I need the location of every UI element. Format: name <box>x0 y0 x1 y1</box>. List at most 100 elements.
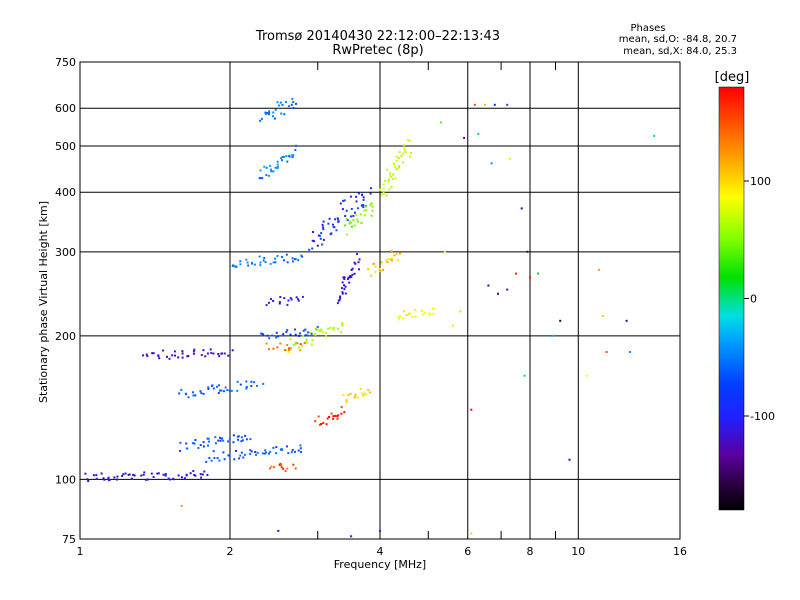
data-point <box>272 347 275 350</box>
data-point <box>262 382 265 385</box>
data-point <box>250 380 253 383</box>
data-point <box>346 278 349 281</box>
data-point <box>238 457 241 460</box>
data-point <box>330 412 333 415</box>
data-point <box>234 265 237 268</box>
data-point <box>298 332 301 335</box>
data-point <box>365 209 368 212</box>
data-point <box>86 478 89 481</box>
data-point <box>403 310 406 313</box>
data-point <box>200 476 203 479</box>
data-point <box>369 391 372 394</box>
data-point <box>390 257 393 260</box>
data-point <box>183 477 186 480</box>
data-point <box>398 165 401 168</box>
data-point <box>310 332 313 335</box>
data-point <box>568 458 571 461</box>
data-point <box>597 268 600 271</box>
data-point <box>333 226 336 229</box>
data-point <box>283 297 286 300</box>
data-point <box>343 278 346 280</box>
data-point <box>270 168 273 171</box>
data-point <box>304 328 307 331</box>
data-point <box>236 435 239 438</box>
data-point <box>344 285 347 288</box>
data-point <box>311 247 314 250</box>
data-point <box>239 383 242 386</box>
colorbar-label: [deg] <box>715 70 750 85</box>
data-point <box>222 451 225 454</box>
data-point <box>350 275 353 278</box>
data-point <box>322 220 325 223</box>
data-point <box>245 258 248 261</box>
data-point <box>338 299 341 302</box>
data-point <box>269 298 272 300</box>
data-point <box>210 459 213 462</box>
data-point <box>303 342 306 344</box>
data-point <box>269 450 272 453</box>
data-point <box>290 451 293 454</box>
data-point <box>331 223 334 226</box>
data-point <box>398 151 401 154</box>
data-point <box>169 478 172 481</box>
data-point <box>380 193 383 196</box>
data-point <box>395 253 398 256</box>
data-point <box>344 292 347 295</box>
data-point <box>297 298 300 301</box>
data-point <box>347 276 350 279</box>
data-point <box>394 165 396 168</box>
data-point <box>100 472 103 475</box>
data-point <box>318 329 321 332</box>
data-point <box>150 472 153 475</box>
data-point <box>227 454 230 457</box>
data-point <box>239 260 242 263</box>
data-point <box>265 342 268 345</box>
data-point <box>203 470 206 473</box>
data-point <box>286 261 289 264</box>
data-point <box>177 474 180 477</box>
data-point <box>629 351 631 353</box>
data-point <box>367 268 370 271</box>
data-point <box>254 451 257 453</box>
data-point <box>189 472 192 475</box>
data-point <box>322 228 325 231</box>
data-point <box>295 296 298 299</box>
data-point <box>340 331 343 334</box>
data-point <box>200 392 203 395</box>
data-point <box>363 392 366 395</box>
data-point <box>259 177 262 180</box>
data-point <box>274 257 277 260</box>
data-point <box>265 166 268 169</box>
phase-colorbar <box>719 87 744 510</box>
data-point <box>380 261 383 264</box>
data-point <box>343 411 346 414</box>
data-point <box>201 473 204 476</box>
data-point <box>268 110 271 113</box>
x-tick-label: 8 <box>527 545 534 558</box>
data-point <box>285 348 288 351</box>
data-point <box>281 159 284 162</box>
data-point <box>312 231 314 233</box>
data-point <box>523 374 526 377</box>
data-point <box>181 356 184 359</box>
data-point <box>222 439 225 442</box>
data-point <box>95 477 98 480</box>
data-point <box>202 441 205 444</box>
data-point <box>330 232 333 235</box>
data-point <box>360 213 363 216</box>
data-point <box>301 295 304 298</box>
y-tick-label: 200 <box>55 330 76 343</box>
data-point <box>332 328 335 331</box>
data-point <box>520 207 523 210</box>
data-point <box>240 451 243 454</box>
data-point <box>352 214 355 217</box>
data-point <box>356 207 359 210</box>
data-point <box>157 355 160 357</box>
data-point <box>390 250 393 253</box>
data-point <box>294 343 297 346</box>
data-point <box>409 312 412 315</box>
data-point <box>236 389 239 392</box>
data-point <box>316 244 319 247</box>
data-point <box>428 312 431 315</box>
data-point <box>299 444 302 447</box>
